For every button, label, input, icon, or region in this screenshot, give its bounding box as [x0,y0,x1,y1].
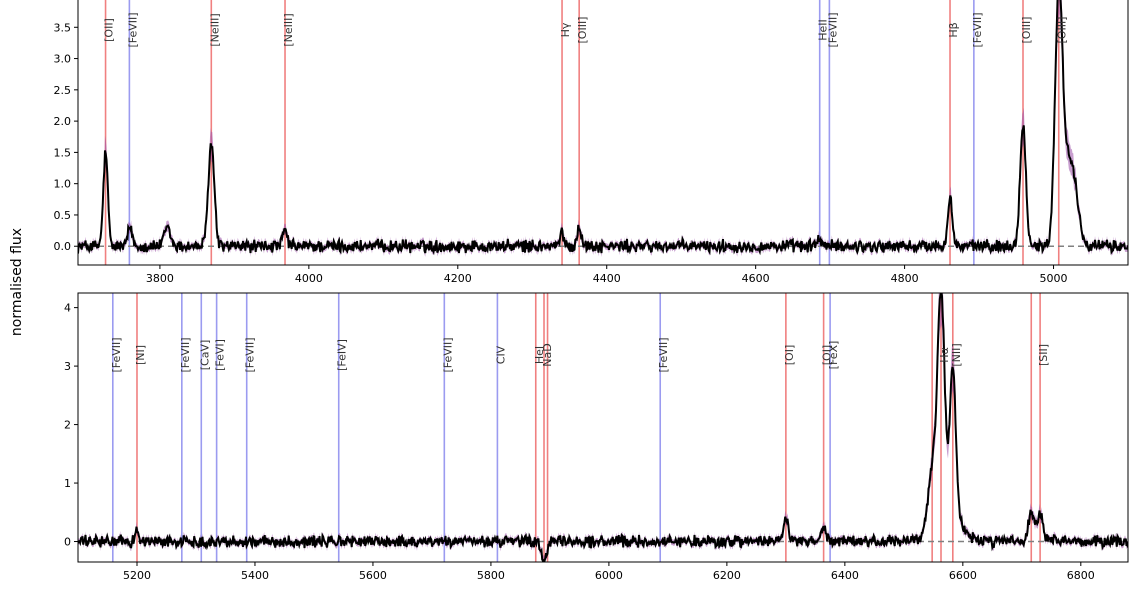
y-tick-label: 1 [64,477,71,490]
plot-area [78,0,1128,265]
emission-line-label: [OIII] [576,17,589,44]
emission-line-label: [FeVII] [441,337,454,372]
x-tick-label: 6600 [949,569,977,582]
emission-line-label: [NI] [134,345,147,365]
x-tick-label: 4800 [891,272,919,285]
emission-line-label: HeI [533,346,546,364]
x-tick-label: 3800 [146,272,174,285]
plot-area [78,293,1128,562]
emission-line-label: [OI] [783,345,796,366]
spectrum-series [78,293,1128,562]
emission-line-label: [NeIII] [208,13,221,46]
x-tick-label: 4400 [593,272,621,285]
x-tick-label: 4000 [295,272,323,285]
emission-line-label: HeII [817,19,830,41]
emission-line-label: [NeIII] [282,13,295,46]
axes-frame [77,292,1129,563]
y-axis-label: normalised flux [9,228,25,336]
emission-line-label: [OII] [103,18,116,42]
x-tick-label: 6200 [713,569,741,582]
emission-line-label: [OIII] [1056,17,1069,44]
y-tick-label: 1.0 [54,178,72,191]
emission-line-label: NaD [541,343,554,366]
x-tick-label: 5800 [477,569,505,582]
y-tick-label: 2 [64,419,71,432]
emission-line-label: [FeVII] [244,337,257,372]
y-tick-label: 3.5 [54,21,72,34]
spectrum-series [78,0,1128,256]
uncertainty-band [78,293,1128,562]
emission-line-label: [SII] [1037,344,1050,366]
y-tick-label: 3 [64,360,71,373]
emission-line-label: Hβ [947,22,960,37]
top-panel: [OII] [FeVII] [NeIII] [NeIII] Hγ [OIII] HeII[F… [54,0,1129,285]
emission-line-label: CIV [494,345,507,364]
emission-line-label: Hγ [559,22,572,37]
x-tick-label: 6000 [595,569,623,582]
y-tick-label: 1.5 [54,146,72,159]
x-tick-label: 5400 [241,569,269,582]
y-tick-label: 2.0 [54,115,72,128]
x-tick-label: 5200 [123,569,151,582]
y-tick-label: 2.5 [54,84,72,97]
bottom-panel: [FeVII] [NI] [FeVII] [CaV] [FeVI] [FeVII] [FeI… [64,292,1129,582]
x-tick-label: 5600 [359,569,387,582]
emission-line-label: Hα [938,347,951,363]
emission-line-label: [FeVII] [971,12,984,47]
y-tick-label: 4 [64,302,71,315]
x-tick-label: 5000 [1040,272,1068,285]
x-tick-label: 6800 [1067,569,1095,582]
y-tick-label: 3.0 [54,53,72,66]
emission-line-label: [FeVI] [214,339,227,371]
emission-line-label: [OIII] [1020,17,1033,44]
emission-line-label: [CaV] [198,340,211,371]
x-tick-label: 4200 [444,272,472,285]
emission-line-label: [OI] [821,345,834,366]
y-tick-label: 0.0 [54,240,72,253]
y-tick-label: 0 [64,536,71,549]
emission-line-label: [FeVII] [826,12,839,47]
emission-line-label: [NII] [950,343,963,366]
emission-line-label: [FeVII] [126,12,139,47]
emission-line-label: [FeX] [827,341,840,370]
emission-line-label: [FeVII] [657,337,670,372]
emission-line-label: [FeIV] [336,339,349,371]
axes-frame [77,0,1129,266]
y-tick-label: 0.5 [54,209,72,222]
emission-line-label: [FeVII] [110,337,123,372]
x-tick-label: 6400 [831,569,859,582]
x-tick-label: 4600 [742,272,770,285]
emission-line-label: [FeVII] [179,337,192,372]
